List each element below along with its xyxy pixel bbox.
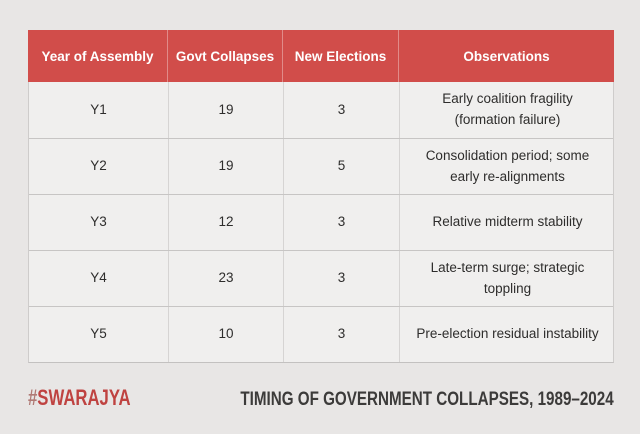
cell-year: Y2 (90, 158, 107, 174)
cell-year: Y4 (90, 270, 107, 286)
cell-elections: 5 (283, 139, 399, 194)
cell-year: Y3 (90, 214, 107, 230)
table-row: Y1 19 3 Early coalition fragility (forma… (29, 82, 613, 138)
table-body: Y1 19 3 Early coalition fragility (forma… (28, 82, 614, 363)
header-new-elections: New Elections (282, 30, 398, 82)
cell-observation: Early coalition fragility (formation fai… (399, 82, 615, 138)
cell-observation: Relative midterm stability (399, 195, 615, 250)
cell-elections: 3 (283, 195, 399, 250)
cell-collapses: 12 (168, 195, 283, 250)
hash-icon: # (28, 385, 38, 410)
table-row: Y5 10 3 Pre-election residual instabilit… (29, 306, 613, 362)
cell-observation: Consolidation period; some early re-alig… (399, 139, 615, 194)
cell-elections: 3 (283, 82, 399, 138)
header-observations: Observations (398, 30, 614, 82)
swarajya-logo: #SWARAJYA (28, 387, 131, 409)
cell-collapses: 23 (168, 251, 283, 306)
cell-elections: 3 (283, 307, 399, 362)
cell-observation: Late-term surge; strategic toppling (399, 251, 615, 306)
header-govt-collapses: Govt Collapses (167, 30, 282, 82)
table-header-row: Year of Assembly Govt Collapses New Elec… (28, 30, 614, 82)
cell-collapses: 19 (168, 139, 283, 194)
table-row: Y4 23 3 Late-term surge; strategic toppl… (29, 250, 613, 306)
table-row: Y2 19 5 Consolidation period; some early… (29, 138, 613, 194)
brand-wordmark: SWARAJYA (37, 385, 131, 410)
cell-observation: Pre-election residual instability (399, 307, 615, 362)
cell-collapses: 19 (168, 82, 283, 138)
header-year-of-assembly: Year of Assembly (41, 48, 154, 64)
table-row: Y3 12 3 Relative midterm stability (29, 194, 613, 250)
government-collapses-table: Year of Assembly Govt Collapses New Elec… (28, 30, 614, 363)
cell-elections: 3 (283, 251, 399, 306)
cell-collapses: 10 (168, 307, 283, 362)
cell-year: Y5 (90, 326, 107, 342)
cell-year: Y1 (90, 101, 107, 117)
chart-title: TIMING OF GOVERNMENT COLLAPSES, 1989–202… (240, 389, 614, 410)
